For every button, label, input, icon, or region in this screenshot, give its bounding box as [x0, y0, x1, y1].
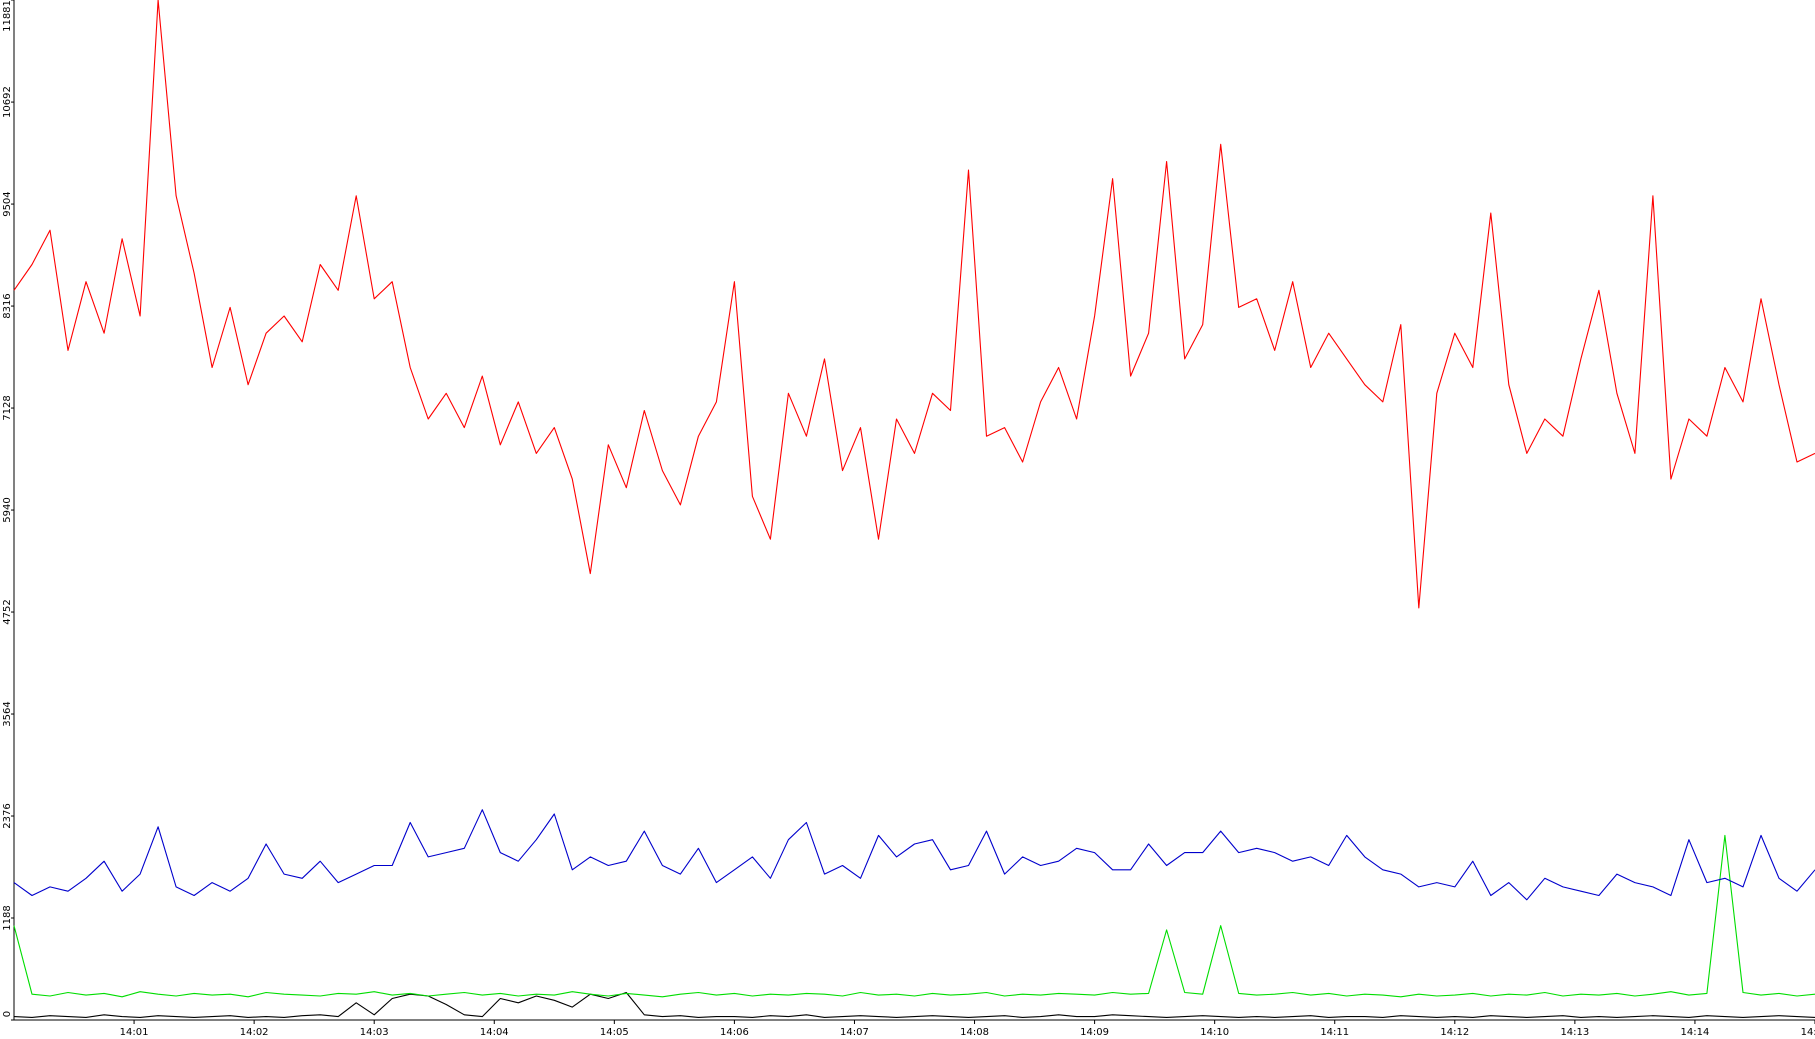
- series-line: [13, 0, 1815, 609]
- series-line: [13, 991, 1815, 1018]
- x-tick-label: 14:02: [240, 1027, 269, 1038]
- x-tick-label: 14:08: [960, 1027, 989, 1038]
- y-tick-label: 5940: [2, 497, 13, 522]
- x-tick-label: 14:09: [1080, 1027, 1109, 1038]
- y-tick-label: 0: [2, 1011, 13, 1017]
- x-tick-label: 14:01: [120, 1027, 149, 1038]
- x-tick-label: 14:07: [840, 1027, 869, 1038]
- x-tick-label: 14:05: [600, 1027, 629, 1038]
- x-tick-label: 14:10: [1200, 1027, 1229, 1038]
- x-tick-label: 14:14: [1681, 1027, 1710, 1038]
- series-line: [13, 834, 1815, 998]
- x-tick-label: 14:06: [720, 1027, 749, 1038]
- x-tick-label: 14:03: [360, 1027, 389, 1038]
- x-tick-label: 14:04: [480, 1027, 509, 1038]
- x-tick-label: 14:12: [1440, 1027, 1469, 1038]
- y-tick-label: 11881: [2, 0, 13, 32]
- y-tick-label: 2376: [2, 803, 13, 828]
- y-tick-label: 9504: [2, 191, 13, 216]
- y-tick-label: 1188: [2, 905, 13, 930]
- x-tick-label: 14:13: [1560, 1027, 1589, 1038]
- x-tick-label: 14:11: [1320, 1027, 1349, 1038]
- series-line: [13, 809, 1815, 901]
- y-tick-label: 8316: [2, 293, 13, 318]
- x-tick-label: 14:15: [1801, 1027, 1815, 1038]
- y-tick-label: 7128: [2, 395, 13, 420]
- y-tick-label: 3564: [2, 701, 13, 726]
- y-tick-label: 4752: [2, 599, 13, 624]
- y-tick-label: 10692: [2, 86, 13, 118]
